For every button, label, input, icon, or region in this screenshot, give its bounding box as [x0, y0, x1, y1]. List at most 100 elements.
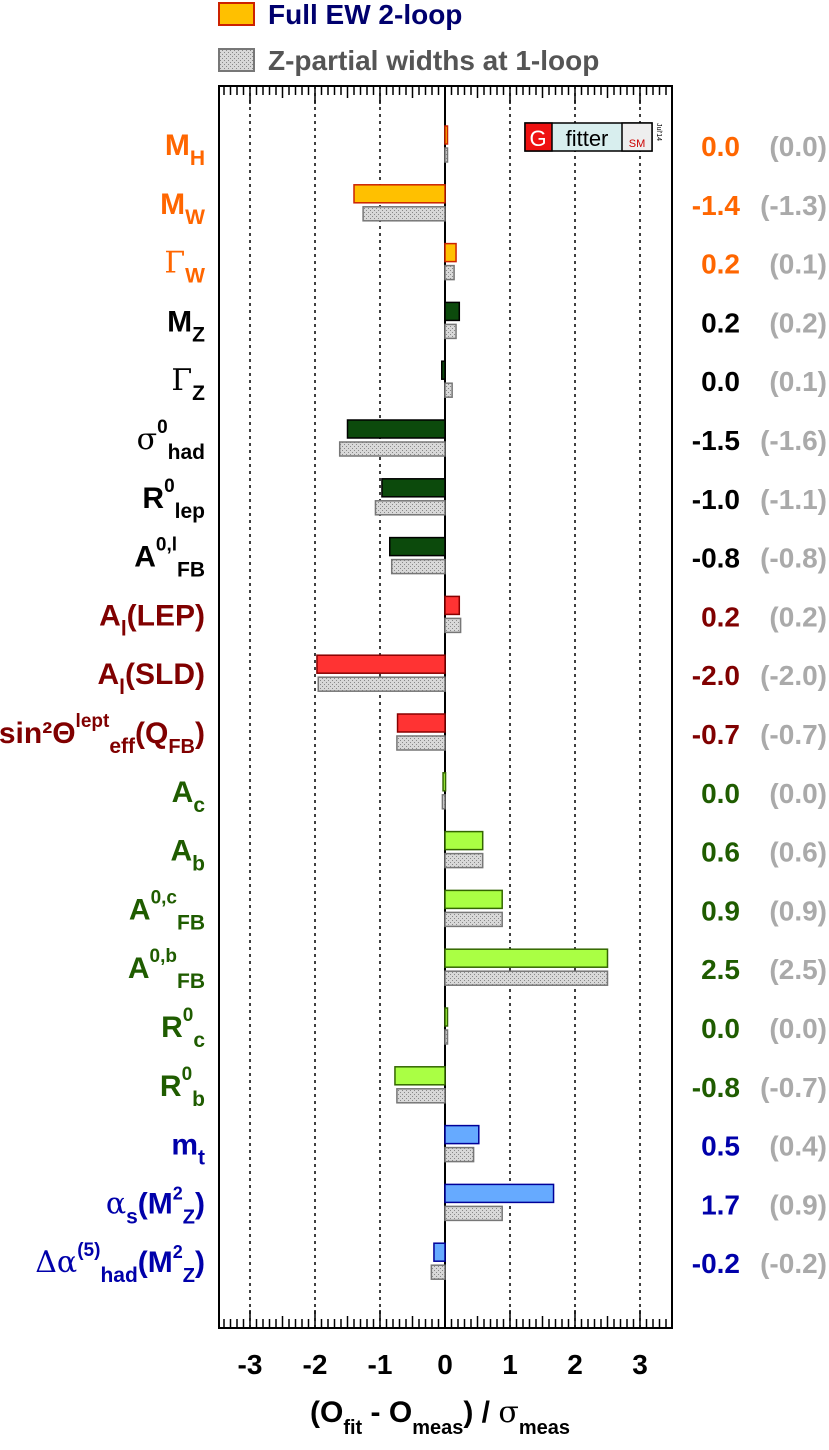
- row-10: sin²Θlepteff(QFB) -0.7 (-0.7): [0, 711, 827, 758]
- value-z-partial: (0.1): [769, 249, 827, 280]
- value-full-ew: -1.5: [692, 425, 740, 456]
- value-z-partial: (0.9): [769, 1189, 827, 1220]
- row-4: ΓZ 0.0 (0.1): [171, 360, 827, 405]
- logo-sub-box: [621, 122, 653, 152]
- x-axis-label: (Ofit - Omeas) / σmeas: [310, 1395, 570, 1439]
- value-full-ew: 0.2: [701, 601, 740, 632]
- row-6: R0lep -1.0 (-1.1): [142, 476, 827, 523]
- bar-full-ew: [441, 360, 446, 380]
- value-z-partial: (0.2): [769, 601, 827, 632]
- x-tick-label: 2: [567, 1349, 583, 1380]
- logo-letter-box: [524, 122, 553, 152]
- legend-swatch-1: [218, 48, 255, 72]
- value-z-partial: (-1.3): [760, 190, 827, 221]
- legend: Full EW 2-loop Z-partial widths at 1-loop: [218, 0, 599, 76]
- value-full-ew: 0.5: [701, 1131, 740, 1162]
- bar-z-partial: [374, 500, 446, 516]
- row-16: R0b -0.8 (-0.7): [160, 1064, 827, 1111]
- row-label: ΓW: [164, 246, 205, 288]
- bar-z-partial: [444, 382, 453, 398]
- bar-z-partial: [362, 206, 446, 222]
- bar-z-partial: [444, 617, 462, 634]
- row-label: σ0had: [137, 417, 205, 464]
- row-13: A0,cFB 0.9 (0.9): [129, 887, 827, 934]
- row-18: αs(M2Z) 1.7 (0.9): [106, 1183, 827, 1228]
- bar-z-partial: [430, 1264, 446, 1280]
- value-z-partial: (-1.6): [760, 425, 827, 456]
- bar-full-ew: [444, 242, 457, 263]
- bar-full-ew: [444, 830, 484, 851]
- bar-full-ew: [389, 536, 446, 557]
- row-label: mt: [171, 1129, 205, 1170]
- row-7: A0,lFB -0.8 (-0.8): [134, 535, 827, 582]
- row-label: A0,bFB: [128, 946, 205, 993]
- axis-ticks: [223, 86, 667, 1328]
- legend-swatch-0: [218, 2, 255, 26]
- value-full-ew: -0.7: [692, 719, 740, 750]
- value-z-partial: (2.5): [769, 954, 827, 985]
- value-full-ew: 0.0: [701, 131, 740, 162]
- row-label: MW: [160, 188, 205, 229]
- value-full-ew: -1.0: [692, 484, 740, 515]
- value-z-partial: (0.0): [769, 131, 827, 162]
- bar-z-partial: [444, 970, 609, 986]
- x-tick-label: 0: [437, 1349, 453, 1380]
- value-full-ew: 0.2: [701, 307, 740, 338]
- bar-full-ew: [444, 948, 609, 968]
- value-full-ew: 0.6: [701, 837, 740, 868]
- value-full-ew: 0.0: [701, 1013, 740, 1044]
- value-z-partial: (0.0): [769, 778, 827, 809]
- bar-z-partial: [444, 852, 484, 869]
- value-z-partial: (-1.1): [760, 484, 827, 515]
- value-z-partial: (-2.0): [760, 660, 827, 691]
- row-label: R0b: [160, 1064, 205, 1111]
- row-3: MZ 0.2 (0.2): [167, 301, 827, 346]
- row-17: mt 0.5 (0.4): [171, 1124, 827, 1170]
- row-11: Ac 0.0 (0.0): [172, 772, 827, 817]
- bar-full-ew: [444, 889, 503, 910]
- value-full-ew: -2.0: [692, 660, 740, 691]
- value-z-partial: (0.9): [769, 895, 827, 926]
- legend-label-1: Z-partial widths at 1-loop: [268, 45, 599, 76]
- bar-full-ew: [396, 713, 446, 733]
- bar-full-ew: [346, 419, 446, 439]
- value-full-ew: 0.0: [701, 778, 740, 809]
- bar-z-partial: [441, 794, 446, 810]
- bar-full-ew: [444, 1124, 480, 1145]
- bar-z-partial: [396, 735, 446, 751]
- legend-label-0: Full EW 2-loop: [268, 0, 462, 30]
- row-19: Δα(5)had(M2Z) -0.2 (-0.2): [35, 1240, 827, 1287]
- row-label: R0c: [161, 1005, 205, 1052]
- value-full-ew: 0.9: [701, 895, 740, 926]
- row-label: MZ: [167, 305, 205, 346]
- value-z-partial: (0.2): [769, 307, 827, 338]
- row-8: Al(LEP) 0.2 (0.2): [99, 595, 827, 640]
- row-15: R0c 0.0 (0.0): [161, 1005, 827, 1052]
- bar-full-ew: [381, 478, 446, 498]
- bar-z-partial: [444, 911, 503, 928]
- value-full-ew: 2.5: [701, 954, 740, 985]
- x-tick-label: -3: [238, 1349, 263, 1380]
- row-label: Δα(5)had(M2Z): [35, 1240, 205, 1287]
- logo-sub: SM: [629, 138, 646, 150]
- row-label: A0,lFB: [134, 535, 205, 582]
- bar-full-ew: [444, 125, 449, 145]
- logo-word: fitter: [566, 126, 609, 151]
- bar-full-ew: [433, 1242, 446, 1262]
- row-0: MH 0.0 (0.0): [165, 125, 827, 170]
- bar-full-ew: [444, 1183, 555, 1204]
- bar-full-ew: [444, 595, 461, 616]
- logo-date: Jul'14: [655, 123, 662, 141]
- bar-z-partial: [444, 147, 449, 163]
- value-z-partial: (0.0): [769, 1013, 827, 1044]
- bar-z-partial: [390, 558, 446, 575]
- row-12: Ab 0.6 (0.6): [171, 830, 827, 876]
- value-full-ew: 0.0: [701, 366, 740, 397]
- row-5: σ0had -1.5 (-1.6): [137, 417, 827, 464]
- value-full-ew: -0.2: [692, 1248, 740, 1279]
- bar-z-partial: [396, 1088, 446, 1104]
- row-label: MH: [165, 129, 205, 170]
- x-tick-label: -2: [303, 1349, 328, 1380]
- bar-full-ew: [353, 184, 446, 204]
